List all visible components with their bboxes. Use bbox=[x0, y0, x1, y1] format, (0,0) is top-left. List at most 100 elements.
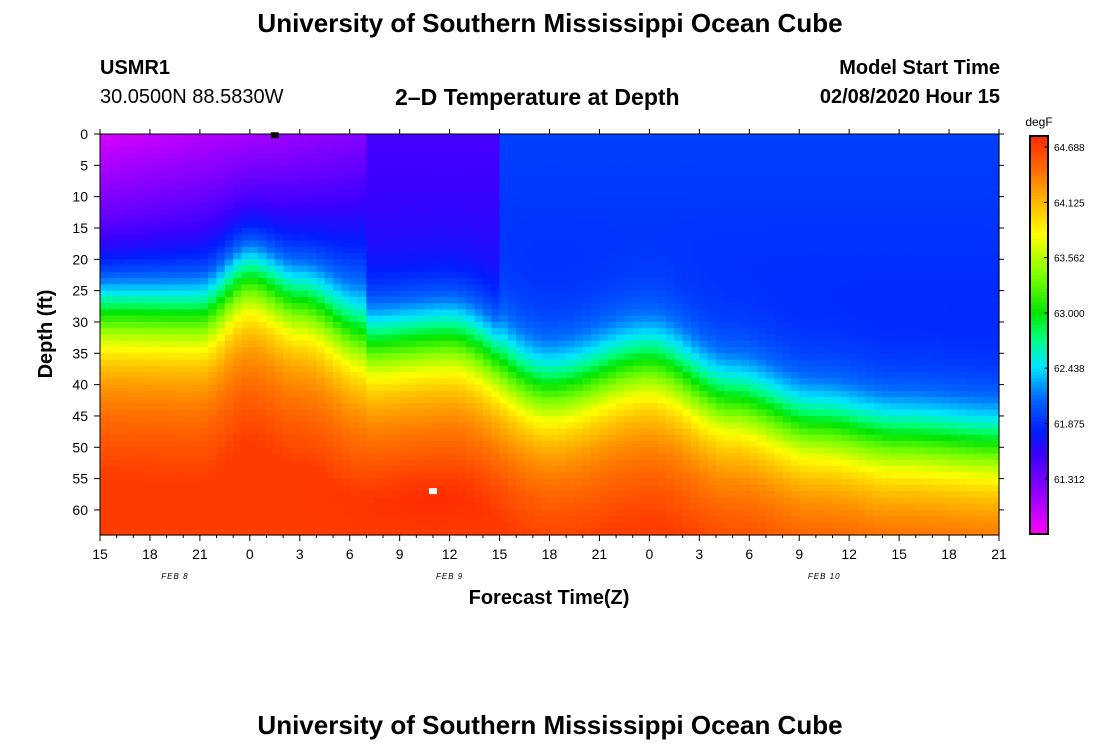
heatmap-cell bbox=[124, 159, 134, 166]
heatmap-cell bbox=[283, 347, 293, 354]
heatmap-cell bbox=[249, 309, 259, 317]
heatmap-cell bbox=[574, 240, 584, 248]
heatmap-cell bbox=[183, 409, 193, 417]
heatmap-cell bbox=[674, 328, 684, 336]
heatmap-cell bbox=[349, 221, 359, 229]
heatmap-cell bbox=[782, 271, 792, 279]
heatmap-cell bbox=[624, 321, 634, 329]
heatmap-cell bbox=[674, 359, 684, 367]
heatmap-cell bbox=[366, 303, 376, 311]
heatmap-cell bbox=[674, 215, 684, 223]
heatmap-cell bbox=[974, 303, 983, 311]
heatmap-cell bbox=[149, 347, 159, 354]
heatmap-cell bbox=[216, 221, 226, 229]
heatmap-cell bbox=[166, 290, 176, 298]
heatmap-cell bbox=[216, 140, 226, 148]
heatmap-cell bbox=[924, 271, 933, 279]
heatmap-cell bbox=[166, 202, 176, 210]
heatmap-cell bbox=[416, 384, 426, 392]
heatmap-cell bbox=[557, 171, 567, 179]
heatmap-cell bbox=[133, 303, 143, 311]
heatmap-cell bbox=[191, 171, 201, 179]
heatmap-cell bbox=[174, 278, 184, 285]
heatmap-cell bbox=[924, 378, 933, 386]
heatmap-cell bbox=[707, 140, 717, 148]
heatmap-cell bbox=[957, 321, 967, 329]
heatmap-cell bbox=[965, 409, 975, 417]
heatmap-cell bbox=[133, 397, 143, 405]
heatmap-cell bbox=[333, 159, 342, 166]
heatmap-cell bbox=[774, 240, 784, 248]
heatmap-cell bbox=[166, 353, 176, 361]
heatmap-cell bbox=[474, 184, 484, 191]
heatmap-cell bbox=[915, 165, 925, 173]
heatmap-cell bbox=[416, 328, 426, 336]
heatmap-cell bbox=[141, 171, 151, 179]
heatmap-cell bbox=[657, 259, 667, 267]
heatmap-cell bbox=[566, 240, 576, 248]
heatmap-cell bbox=[449, 365, 459, 373]
heatmap-cell bbox=[316, 159, 326, 166]
heatmap-cell bbox=[366, 159, 376, 166]
heatmap-cell bbox=[491, 390, 501, 398]
heatmap-cell bbox=[840, 221, 850, 229]
heatmap-cell bbox=[674, 221, 684, 229]
heatmap-cell bbox=[857, 227, 867, 235]
heatmap-cell bbox=[924, 359, 933, 367]
heatmap-cell bbox=[549, 384, 559, 392]
heatmap-cell bbox=[824, 271, 834, 279]
heatmap-cell bbox=[266, 372, 276, 379]
heatmap-cell bbox=[890, 152, 900, 160]
heatmap-cell bbox=[957, 209, 967, 217]
heatmap-cell bbox=[807, 209, 817, 217]
heatmap-cell bbox=[224, 359, 234, 367]
heatmap-cell bbox=[516, 372, 526, 379]
heatmap-cell bbox=[116, 303, 126, 311]
heatmap-cell bbox=[724, 271, 734, 279]
heatmap-cell bbox=[324, 253, 334, 260]
heatmap-cell bbox=[349, 171, 359, 179]
heatmap-cell bbox=[857, 309, 867, 317]
heatmap-cell bbox=[291, 303, 301, 311]
heatmap-cell bbox=[832, 196, 842, 204]
heatmap-cell bbox=[632, 309, 642, 317]
heatmap-cell bbox=[649, 159, 659, 166]
heatmap-cell bbox=[691, 190, 700, 198]
heatmap-cell bbox=[657, 315, 667, 323]
heatmap-cell bbox=[507, 315, 517, 323]
heatmap-cell bbox=[266, 296, 276, 304]
heatmap-cell bbox=[191, 265, 201, 273]
heatmap-cell bbox=[890, 384, 900, 392]
heatmap-cell bbox=[183, 271, 193, 279]
heatmap-cell bbox=[482, 303, 492, 311]
heatmap-cell bbox=[258, 134, 268, 141]
heatmap-cell bbox=[907, 177, 917, 185]
heatmap-cell bbox=[466, 140, 476, 148]
heatmap-cell bbox=[807, 409, 817, 417]
heatmap-cell bbox=[924, 196, 933, 204]
heatmap-cell bbox=[874, 296, 884, 304]
heatmap-cell bbox=[407, 165, 417, 173]
heatmap-cell bbox=[957, 378, 967, 386]
heatmap-cell bbox=[266, 303, 276, 311]
heatmap-cell bbox=[607, 234, 617, 242]
heatmap-cell bbox=[541, 284, 551, 292]
heatmap-cell bbox=[358, 234, 367, 242]
heatmap-cell bbox=[449, 340, 459, 348]
heatmap-cell bbox=[391, 196, 401, 204]
heatmap-cell bbox=[882, 209, 892, 217]
heatmap-cell bbox=[949, 359, 958, 367]
heatmap-cell bbox=[133, 196, 143, 204]
heatmap-cell bbox=[100, 328, 109, 336]
heatmap-cell bbox=[308, 221, 318, 229]
heatmap-cell bbox=[740, 384, 750, 392]
heatmap-cell bbox=[915, 159, 925, 166]
heatmap-cell bbox=[591, 240, 601, 248]
heatmap-cell bbox=[516, 209, 526, 217]
heatmap-cell bbox=[657, 372, 667, 379]
heatmap-cell bbox=[283, 234, 293, 242]
heatmap-cell bbox=[541, 146, 551, 154]
heatmap-cell bbox=[383, 171, 392, 179]
heatmap-cell bbox=[158, 290, 168, 298]
heatmap-cell bbox=[457, 202, 467, 210]
